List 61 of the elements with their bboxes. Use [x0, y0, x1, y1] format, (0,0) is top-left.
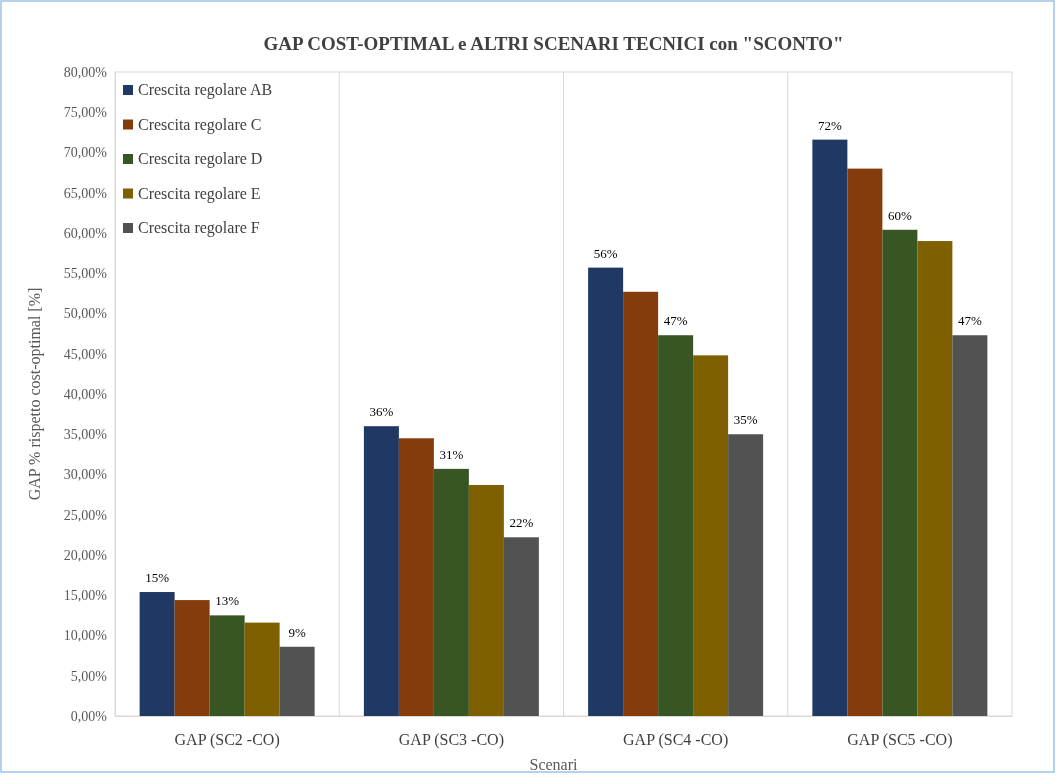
y-tick-label: 55,00% [63, 266, 108, 282]
y-tick-label: 25,00% [63, 507, 108, 523]
legend-label: Crescita regolare C [138, 115, 262, 134]
data-label: 56% [593, 245, 618, 261]
y-tick-label: 80,00% [63, 64, 108, 80]
bar [658, 335, 694, 716]
bar [728, 434, 764, 716]
y-tick-label: 10,00% [63, 628, 108, 644]
y-tick-label: 40,00% [63, 386, 108, 402]
y-tick-label: 50,00% [63, 306, 108, 322]
y-tick-label: 70,00% [63, 145, 108, 161]
bar [812, 139, 848, 716]
data-label: 60% [887, 207, 912, 223]
data-label: 13% [215, 593, 240, 609]
bar [503, 537, 539, 716]
y-tick-label: 60,00% [63, 225, 108, 241]
bar [279, 646, 315, 716]
data-label: 22% [509, 515, 534, 531]
data-label: 9% [288, 624, 306, 640]
bar [209, 615, 245, 716]
bar [588, 267, 624, 716]
legend-label: Crescita regolare E [138, 184, 261, 203]
y-tick-label: 15,00% [63, 588, 108, 604]
bar [139, 592, 175, 716]
bar [693, 355, 729, 716]
y-tick-label: 30,00% [63, 467, 108, 483]
bar [433, 468, 469, 716]
data-label: 47% [663, 313, 688, 329]
bar [623, 291, 659, 716]
data-label: 47% [957, 313, 982, 329]
y-tick-label: 65,00% [63, 185, 108, 201]
data-label: 15% [145, 570, 170, 586]
bar [952, 335, 988, 716]
bar [398, 438, 434, 716]
y-axis-title: GAP % rispetto cost-optimal [%] [26, 287, 44, 501]
bar [174, 600, 210, 716]
y-tick-label: 0,00% [70, 708, 108, 724]
y-tick-label: 75,00% [63, 105, 108, 121]
legend-label: Crescita regolare D [138, 150, 263, 168]
x-tick-label: GAP (SC4 -CO) [623, 731, 729, 750]
y-tick-label: 45,00% [63, 346, 108, 362]
y-tick-label: 35,00% [63, 427, 108, 443]
chart-title: GAP COST-OPTIMAL e ALTRI SCENARI TECNICI con "SCONTO" [263, 33, 844, 54]
legend-label: Crescita regolare AB [138, 81, 273, 99]
y-tick-label: 20,00% [63, 547, 108, 563]
x-tick-label: GAP (SC2 -CO) [174, 731, 280, 750]
legend-label: Crescita regolare F [138, 219, 260, 237]
y-tick-label: 5,00% [70, 668, 108, 684]
bar [847, 168, 883, 716]
bar [363, 426, 399, 716]
x-tick-label: GAP (SC5 -CO) [847, 731, 953, 750]
data-label: 31% [439, 446, 464, 462]
data-label: 72% [817, 117, 842, 133]
x-axis-title: Scenari [529, 756, 579, 773]
bar [882, 229, 918, 716]
data-label: 36% [369, 404, 394, 420]
bar [468, 484, 504, 716]
data-label: 35% [733, 412, 758, 428]
bar [917, 241, 953, 716]
bar [244, 622, 280, 716]
x-tick-label: GAP (SC3 -CO) [398, 731, 504, 750]
